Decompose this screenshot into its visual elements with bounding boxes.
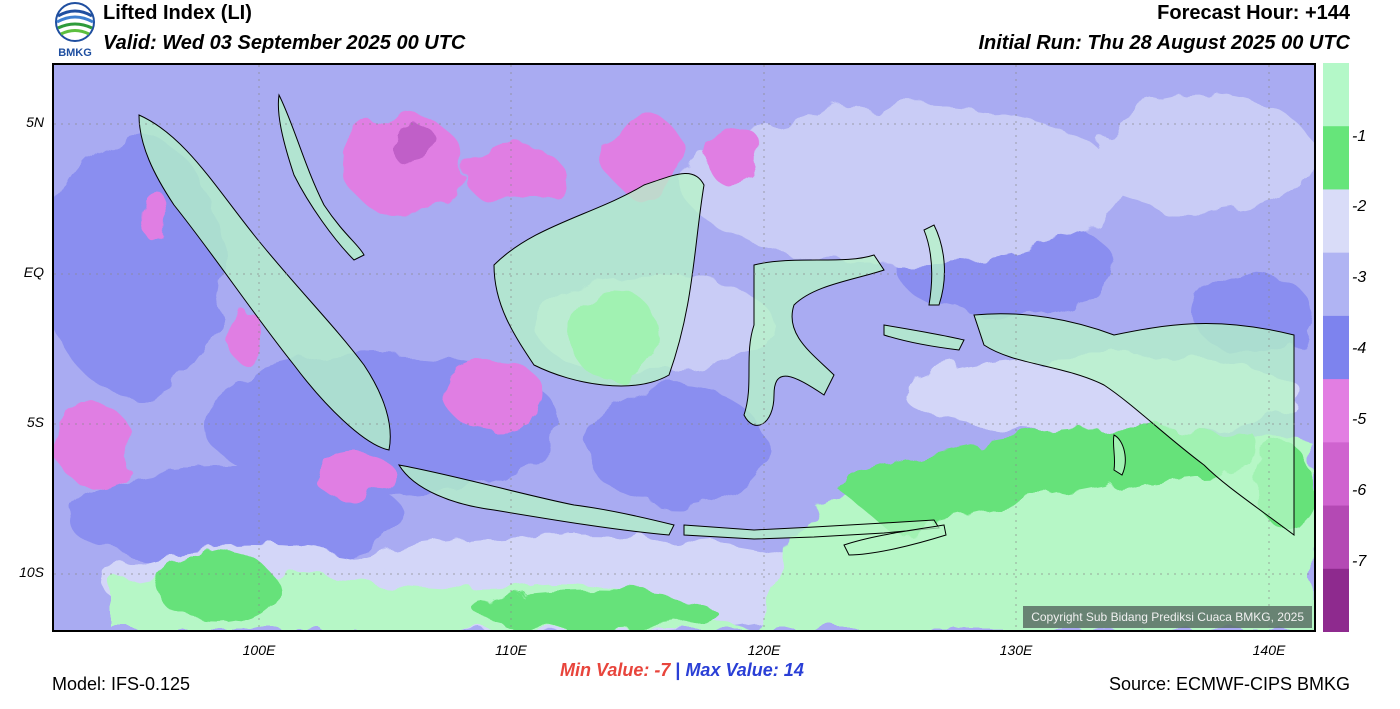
min-value: Min Value: -7	[560, 660, 671, 680]
map-title: Lifted Index (LI)	[103, 2, 252, 24]
colorbar-swatch	[1323, 126, 1349, 190]
valid-time: Valid: Wed 03 September 2025 00 UTC	[103, 32, 466, 54]
colorbar-label-2: -2	[1352, 198, 1367, 215]
lat-label-5s: 5S	[26, 414, 44, 430]
lon-label-130e: 130E	[999, 642, 1033, 658]
colorbar-swatch	[1323, 379, 1349, 443]
source-label: Source: ECMWF-CIPS BMKG	[1108, 674, 1350, 694]
colorbar-swatch	[1323, 442, 1349, 507]
copyright-notice: Copyright Sub Bidang Prediksi Cuaca BMKG…	[1023, 606, 1312, 628]
separator: |	[675, 660, 681, 680]
colorbar-swatch	[1323, 505, 1349, 570]
colorbar-label-6: -6	[1352, 482, 1367, 499]
bmkg-logo: BMKG	[52, 2, 98, 59]
lon-label-110e: 110E	[495, 642, 527, 658]
max-value: Max Value: 14	[685, 660, 804, 680]
model-label: Model: IFS-0.125	[52, 674, 191, 694]
colorbar-swatch	[1323, 252, 1349, 317]
lifted-index-map: Copyright Sub Bidang Prediksi Cuaca BMKG…	[52, 63, 1316, 632]
colorbar-label-1: -1	[1352, 128, 1367, 145]
lon-label-100e: 100E	[242, 642, 276, 658]
lat-label-5n: 5N	[26, 114, 44, 130]
min-max-values: Min Value: -7 | Max Value: 14	[560, 660, 804, 681]
colorbar-label-7: -7	[1352, 553, 1367, 570]
logo-text: BMKG	[58, 47, 92, 58]
colorbar-swatch	[1323, 568, 1349, 632]
initial-run: Initial Run: Thu 28 August 2025 00 UTC	[978, 32, 1350, 54]
colorbar-swatch	[1323, 63, 1349, 127]
map-field	[54, 65, 1314, 630]
lat-label-10s: 10S	[19, 564, 44, 580]
lon-label-140e: 140E	[1252, 642, 1286, 658]
colorbar-label-5: -5	[1352, 411, 1367, 428]
colorbar-label-3: -3	[1352, 269, 1367, 286]
lon-label-120e: 120E	[747, 642, 781, 658]
colorbar-swatch	[1323, 315, 1349, 380]
colorbar	[1323, 63, 1349, 632]
colorbar-label-4: -4	[1352, 340, 1367, 357]
lat-label-eq: EQ	[23, 264, 44, 280]
colorbar-swatch	[1323, 189, 1349, 254]
forecast-hour: Forecast Hour: +144	[1157, 2, 1350, 24]
